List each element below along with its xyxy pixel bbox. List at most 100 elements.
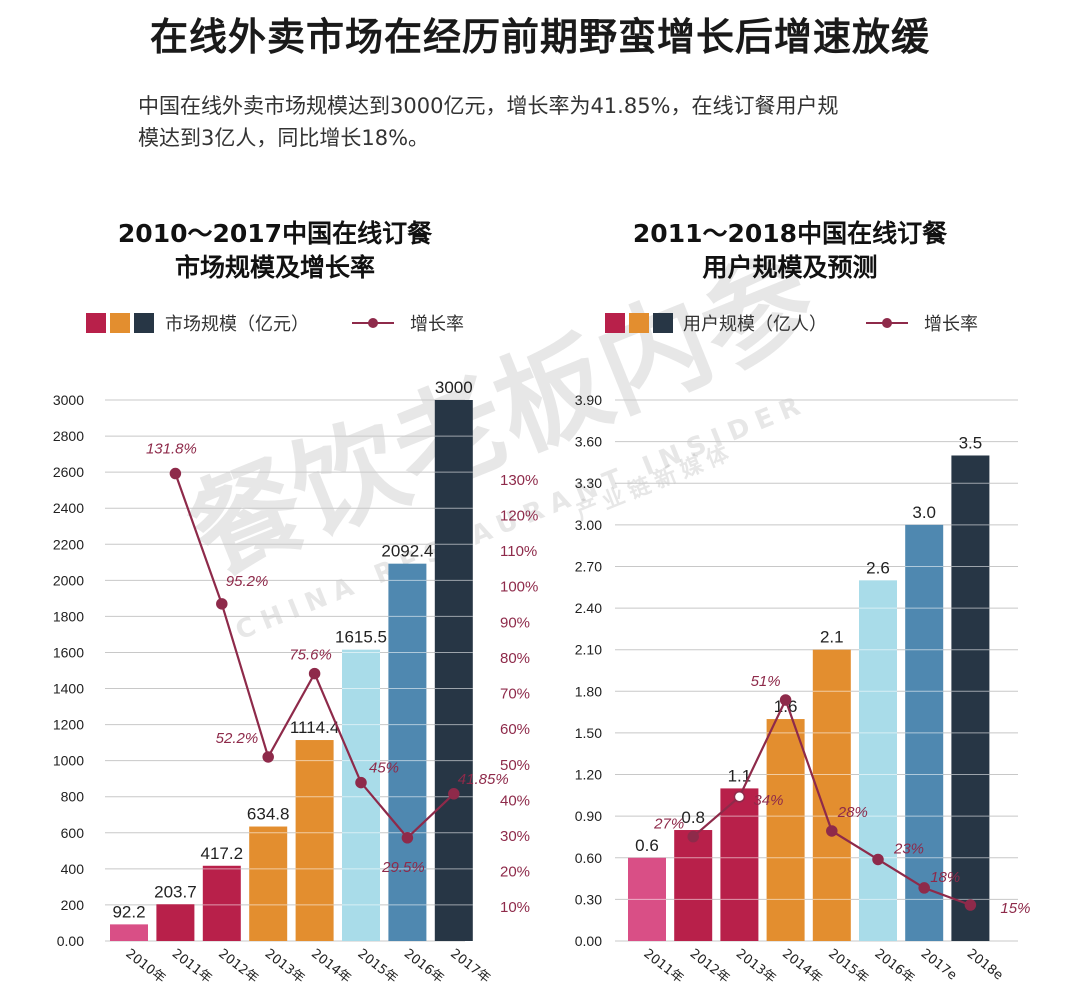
legend-line-marker [368, 318, 378, 328]
growth-point [355, 776, 367, 789]
growth-point [448, 788, 460, 800]
growth-label: 75.6% [289, 647, 332, 664]
y-tick-label: 1000 [53, 753, 84, 769]
legend-swatch [653, 313, 673, 333]
y-tick-label: 1600 [53, 644, 84, 660]
y-tick-label: 1.20 [575, 767, 602, 783]
y-tick-label: 3.30 [575, 475, 602, 491]
bar [202, 865, 241, 941]
legend-swatch [134, 313, 154, 333]
y2-tick-label: 90% [500, 614, 530, 631]
y2-tick-label: 10% [500, 899, 530, 916]
y-tick-label: 400 [61, 861, 85, 877]
bar-value-label: 1114.4 [290, 718, 339, 737]
growth-label: 27% [653, 816, 684, 833]
y-tick-label: 2600 [53, 464, 84, 480]
y-tick-label: 2.40 [575, 600, 602, 616]
y-tick-label: 2200 [53, 536, 84, 552]
y-tick-label: 1800 [53, 608, 84, 624]
bar-value-label: 0.8 [681, 808, 705, 827]
growth-label: 131.8% [146, 441, 197, 458]
legend-swatch [605, 313, 625, 333]
bar-value-label: 3000 [435, 378, 473, 397]
legend-line-marker [882, 318, 892, 328]
legend-swatch [110, 313, 130, 333]
legend-bars-label: 用户规模（亿人） [683, 314, 827, 335]
y-tick-label: 0.30 [575, 891, 602, 907]
y-tick-label: 1200 [53, 717, 84, 733]
bar-value-label: 1615.5 [335, 628, 387, 647]
y2-tick-label: 120% [500, 508, 538, 525]
growth-point [964, 899, 977, 911]
growth-label: 18% [930, 869, 960, 886]
bar-value-label: 2092.4 [381, 542, 433, 561]
chart-title-line: 用户规模及预测 [702, 253, 877, 282]
x-tick-label: 2012年 [215, 946, 261, 986]
x-tick-label: 2017e [918, 946, 960, 983]
growth-label: 51% [751, 673, 781, 690]
y2-tick-label: 100% [500, 579, 538, 596]
y-tick-label: 0.90 [575, 808, 602, 824]
y-tick-label: 0.00 [575, 933, 602, 949]
x-tick-label: 2014年 [779, 946, 825, 986]
bar [388, 563, 427, 941]
bar-value-label: 2.6 [866, 558, 890, 577]
x-tick-label: 2010年 [123, 946, 169, 986]
x-tick-label: 2012年 [687, 946, 733, 986]
growth-label: 52.2% [216, 730, 259, 747]
x-tick-label: 2015年 [825, 946, 871, 986]
bar [156, 904, 195, 941]
growth-point [401, 832, 414, 844]
y2-tick-label: 50% [500, 757, 530, 774]
y2-tick-label: 60% [500, 721, 530, 738]
growth-point [826, 825, 838, 837]
y2-tick-label: 30% [500, 828, 530, 845]
y-tick-label: 2800 [53, 428, 84, 444]
growth-label: 45% [369, 760, 399, 777]
bar [342, 649, 380, 941]
growth-label: 23% [893, 840, 924, 857]
chart-title-line: 2011～2018中国在线订餐 [633, 219, 948, 248]
y-tick-label: 0.00 [57, 933, 84, 949]
growth-point [733, 791, 746, 803]
bar [766, 719, 805, 941]
growth-label: 34% [753, 792, 783, 809]
y-tick-label: 1.50 [575, 725, 602, 741]
bar-value-label: 2.1 [820, 628, 844, 647]
bar-value-label: 3.0 [912, 503, 936, 522]
legend-swatch [86, 313, 106, 333]
y2-tick-label: 110% [500, 543, 537, 560]
y-tick-label: 2.70 [575, 558, 602, 574]
x-tick-label: 2013年 [262, 946, 308, 986]
bar [295, 740, 334, 941]
page-title: 在线外卖市场在经历前期野蛮增长后增速放缓 [149, 15, 930, 59]
growth-point [918, 882, 930, 894]
legend-line-label: 增长率 [924, 314, 978, 335]
bar-value-label: 417.2 [201, 844, 244, 863]
y-tick-label: 200 [61, 897, 85, 913]
y2-tick-label: 40% [500, 792, 530, 809]
bar [249, 826, 288, 941]
y-tick-label: 1.80 [575, 683, 602, 699]
y2-tick-label: 70% [500, 686, 530, 703]
y-tick-label: 1400 [53, 681, 84, 697]
y-tick-label: 2000 [53, 572, 84, 588]
bar [951, 455, 990, 941]
bar [720, 788, 759, 941]
growth-label: 28% [837, 804, 868, 821]
x-tick-label: 2017年 [447, 946, 493, 986]
bar [859, 580, 897, 941]
growth-point [687, 830, 699, 843]
y-tick-label: 2400 [53, 500, 84, 516]
legend-swatch [629, 313, 649, 333]
x-tick-label: 2011年 [169, 946, 215, 986]
intro-text: 中国在线外卖市场规模达到3000亿元，增长率为41.85%，在线订餐用户规 模达… [138, 90, 938, 154]
y-tick-label: 0.60 [575, 850, 602, 866]
growth-label: 15% [1000, 900, 1030, 917]
chart-title-line: 市场规模及增长率 [175, 253, 375, 282]
growth-label: 29.5% [381, 859, 425, 876]
bar [674, 830, 713, 941]
legend-line-label: 增长率 [410, 314, 464, 335]
y-tick-label: 800 [61, 789, 85, 805]
